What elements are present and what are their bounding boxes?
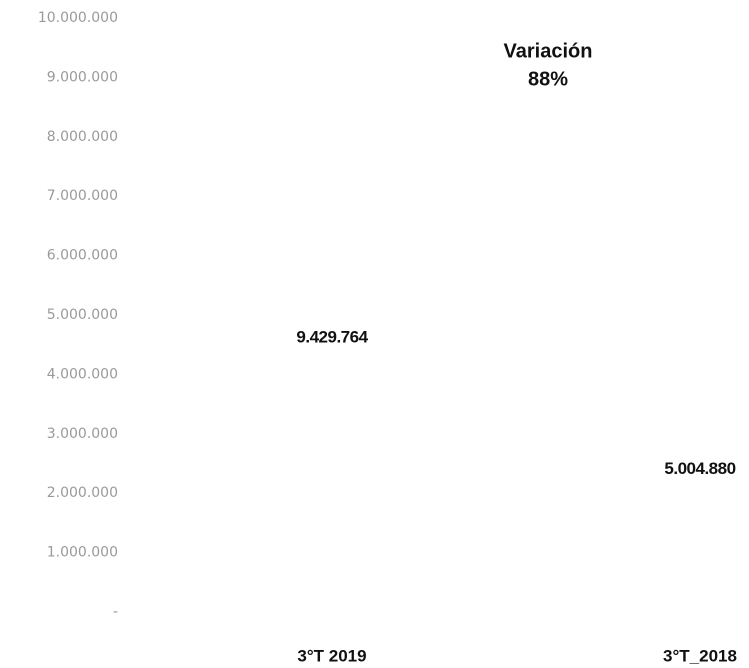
bar [655, 314, 745, 612]
y-tick-label: - [113, 604, 118, 620]
y-tick-label: 10.000.000 [38, 10, 118, 26]
y-tick-label: 7.000.000 [47, 188, 118, 204]
y-tick-label: 5.000.000 [47, 307, 118, 323]
y-tick-label: 4.000.000 [47, 366, 118, 382]
bar [287, 51, 377, 613]
data-label: 5.004.880 [664, 459, 735, 478]
y-tick-label: 2.000.000 [47, 485, 118, 501]
annotation: Variación [504, 40, 593, 62]
annotation: 88% [528, 68, 568, 90]
y-tick-label: 9.000.000 [47, 69, 118, 85]
y-tick-label: 8.000.000 [47, 129, 118, 145]
x-tick-label: 3°T 2019 [297, 646, 366, 665]
x-tick-label: 3°T_2018 [663, 646, 737, 665]
y-tick-label: 6.000.000 [47, 248, 118, 264]
y-tick-label: 3.000.000 [47, 426, 118, 442]
data-label: 9.429.764 [296, 327, 368, 346]
y-tick-label: 1.000.000 [47, 545, 118, 561]
